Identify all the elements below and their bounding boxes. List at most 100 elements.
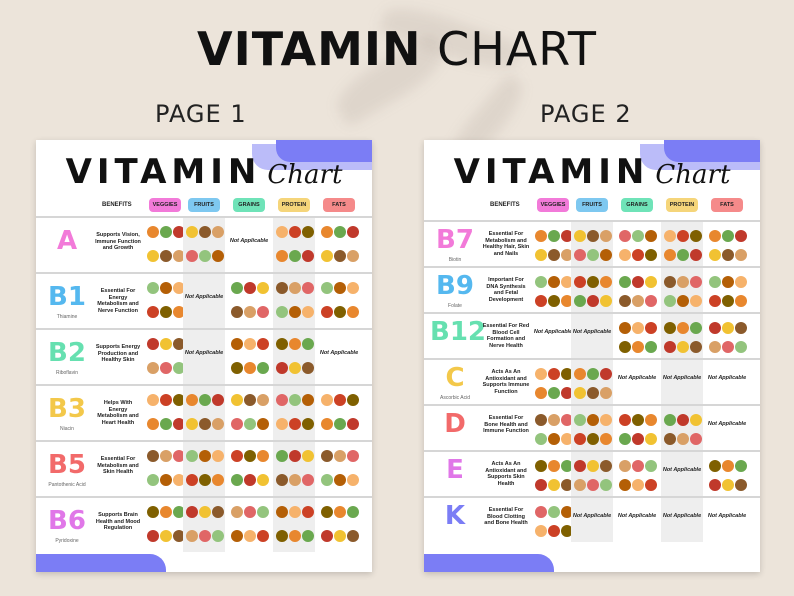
- vitamin-letter: B1: [48, 282, 86, 312]
- food-icon: [199, 506, 211, 518]
- food-icon: [561, 460, 573, 472]
- food-icon: [244, 306, 256, 318]
- vitamin-subname: Folate: [448, 303, 462, 309]
- food-icon: [186, 506, 198, 518]
- food-icon: [548, 414, 560, 426]
- food-icon: [587, 433, 599, 445]
- food-icon: [302, 282, 314, 294]
- food-icon: [302, 450, 314, 462]
- food-icon: [690, 322, 702, 334]
- food-icon: [535, 433, 547, 445]
- food-icon: [709, 249, 721, 261]
- food-icon: [535, 368, 547, 380]
- food-icon: [561, 368, 573, 380]
- food-icon: [664, 249, 676, 261]
- food-icon: [276, 226, 288, 238]
- food-icon: [231, 474, 243, 486]
- vitamin-letter: E: [446, 455, 464, 485]
- vitamin-letter: B12: [430, 317, 486, 347]
- food-icon: [690, 230, 702, 242]
- vitamin-benefit: Important For DNA Synthesis and Fetal De…: [486, 277, 526, 303]
- main-title-light: CHART: [437, 22, 598, 76]
- food-icon: [690, 276, 702, 288]
- corner-decoration: [424, 554, 554, 572]
- food-icon: [600, 249, 612, 261]
- food-icon: [173, 530, 185, 542]
- food-icon: [276, 418, 288, 430]
- food-icon: [302, 226, 314, 238]
- vitamin-benefit: Acts As An Antioxidant and Supports Immu…: [482, 369, 530, 395]
- column-shade: [661, 498, 703, 542]
- not-applicable-label: Not Applicable: [184, 350, 224, 356]
- food-icon: [147, 474, 159, 486]
- vitamin-row-b6: B6 Pyridoxine Supports Brain Health and Mo…: [36, 496, 372, 552]
- page-1-label: PAGE 1: [155, 100, 247, 128]
- food-icon: [645, 295, 657, 307]
- food-icon: [199, 450, 211, 462]
- column-shade: [571, 314, 613, 358]
- column-shade: [183, 330, 225, 384]
- food-icon: [302, 474, 314, 486]
- food-icon: [199, 226, 211, 238]
- food-icon: [302, 306, 314, 318]
- food-icon: [561, 414, 573, 426]
- category-pill-protein: PROTEIN: [666, 198, 698, 212]
- food-icon: [548, 479, 560, 491]
- food-icon: [645, 322, 657, 334]
- food-icon: [709, 276, 721, 288]
- food-icon: [574, 479, 586, 491]
- food-icon: [173, 226, 185, 238]
- vitamin-letter: B7: [436, 225, 474, 255]
- food-icon: [535, 479, 547, 491]
- sheet-title-script: Chart: [655, 160, 731, 190]
- food-icon: [574, 249, 586, 261]
- food-icon: [160, 362, 172, 374]
- category-pill-grains: GRAINS: [621, 198, 653, 212]
- food-icon: [645, 249, 657, 261]
- vitamin-benefit: Supports Vision, Immune Function and Gro…: [95, 232, 141, 252]
- food-icon: [677, 322, 689, 334]
- vitamin-subname: Niacin: [60, 426, 74, 432]
- food-icon: [632, 479, 644, 491]
- food-icon: [664, 433, 676, 445]
- food-icon: [600, 433, 612, 445]
- food-icon: [561, 295, 573, 307]
- food-icon: [535, 525, 547, 537]
- food-icon: [535, 414, 547, 426]
- food-icon: [709, 295, 721, 307]
- food-icon: [257, 282, 269, 294]
- food-icon: [619, 479, 631, 491]
- food-icon: [619, 433, 631, 445]
- food-icon: [600, 368, 612, 380]
- food-icon: [186, 226, 198, 238]
- vitamin-subname: Thiamine: [56, 314, 78, 320]
- food-icon: [173, 306, 185, 318]
- food-icon: [302, 506, 314, 518]
- page-1-sheet: VITAMIN Chart BENEFITS VEGGIES FRUITS GRAINS…: [36, 140, 372, 572]
- food-icon: [645, 433, 657, 445]
- food-icon: [722, 295, 734, 307]
- food-icon: [587, 368, 599, 380]
- food-icon: [147, 362, 159, 374]
- food-icon: [574, 276, 586, 288]
- food-icon: [619, 322, 631, 334]
- vitamin-benefit: Supports Brain Health and Mood Regulatio…: [95, 512, 141, 532]
- benefits-header: BENEFITS: [102, 202, 132, 208]
- food-icon: [276, 530, 288, 542]
- food-icon: [289, 362, 301, 374]
- food-icon: [334, 394, 346, 406]
- food-icon: [548, 433, 560, 445]
- food-icon: [173, 394, 185, 406]
- food-icon: [619, 341, 631, 353]
- food-icon: [561, 276, 573, 288]
- food-icon: [709, 230, 721, 242]
- food-icon: [334, 282, 346, 294]
- vitamin-subname: Pyridoxine: [55, 538, 79, 544]
- food-icon: [289, 394, 301, 406]
- food-icon: [276, 306, 288, 318]
- vitamin-benefit: Essential For Metabolism and Skin Health: [97, 456, 139, 476]
- vitamin-row-b2: B2 Riboflavin Supports Energy Production a…: [36, 328, 372, 384]
- vitamin-letter: B6: [48, 506, 86, 536]
- not-applicable-label: Not Applicable: [533, 329, 573, 335]
- food-icon: [147, 450, 159, 462]
